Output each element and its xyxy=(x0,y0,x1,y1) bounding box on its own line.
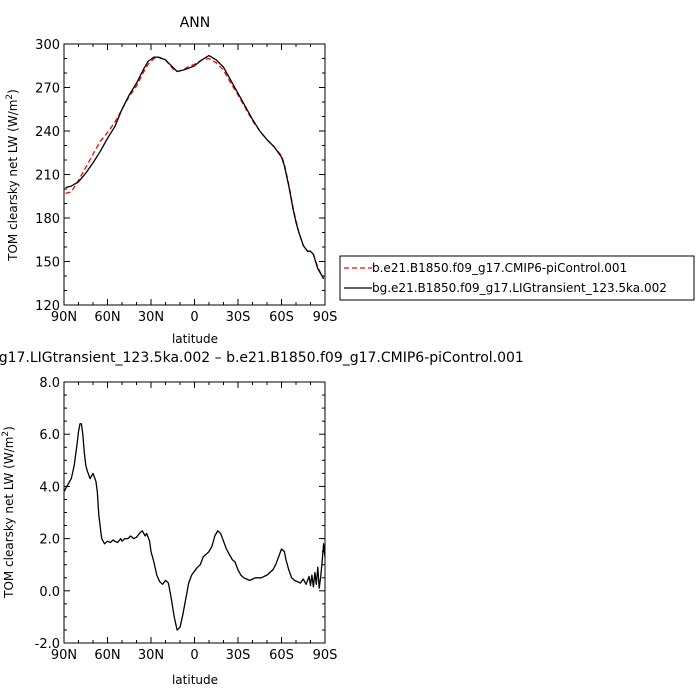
y-tick-label: 0.0 xyxy=(39,585,60,600)
bottom-tick-labels: 90N 60N 30N 0 30S 60S 90S -2.0 0.0 2.0 4.0 6.0 8.0 xyxy=(35,376,338,663)
y-tick-label: 4.0 xyxy=(39,480,60,495)
y-tick-label: 8.0 xyxy=(39,376,60,391)
bottom-y-axis-label: TOM clearsky net LW (W/m2) xyxy=(1,426,16,599)
legend: b.e21.B1850.f09_g17.CMIP6-piControl.001 … xyxy=(339,255,695,301)
x-tick-label: 60N xyxy=(94,648,120,663)
x-tick-label: 60S xyxy=(269,648,294,663)
y-tick-label: 120 xyxy=(35,299,60,314)
top-y-axis-label: TOM clearsky net LW (W/m2) xyxy=(5,89,20,262)
y-tick-label: 240 xyxy=(35,125,60,140)
x-tick-label: 30S xyxy=(226,310,251,325)
legend-box xyxy=(339,255,695,301)
x-tick-label: 0 xyxy=(190,310,198,325)
top-tick-labels: 90N 60N 30N 0 30S 60S 90S 120 150 180 210 240 270 300 xyxy=(35,38,337,325)
bottom-y-axis-label-main: TOM clearsky net LW (W/m xyxy=(2,437,16,599)
y-tick-label: 270 xyxy=(35,82,60,97)
y-tick-label: 6.0 xyxy=(39,428,60,443)
x-tick-label: 90S xyxy=(313,310,338,325)
x-tick-label: 90N xyxy=(51,310,77,325)
series-line-difference xyxy=(63,423,326,631)
bottom-series-group xyxy=(63,423,326,631)
series-line-ligtransient xyxy=(65,54,325,280)
top-panel: ANN 90N 60N 30N 0 30S 60S 90S 120 150 180 210 240 27… xyxy=(5,15,337,346)
x-tick-label: 60N xyxy=(94,310,120,325)
legend-label-ligtransient: bg.e21.B1850.f09_g17.LIGtransient_123.5k… xyxy=(372,281,667,295)
x-tick-label: 30N xyxy=(138,648,164,663)
x-tick-label: 90N xyxy=(51,648,77,663)
bottom-axis-ticks xyxy=(63,381,326,644)
y-tick-label: 150 xyxy=(35,256,60,271)
y-tick-label: -2.0 xyxy=(35,637,60,652)
y-tick-label: 300 xyxy=(35,38,60,53)
top-y-axis-label-sup: 2 xyxy=(5,94,15,100)
top-chart-title: ANN xyxy=(180,15,211,31)
y-tick-label: 210 xyxy=(35,169,60,184)
top-y-axis-label-main: TOM clearsky net LW (W/m xyxy=(6,100,20,262)
bottom-x-axis-label: latitude xyxy=(172,673,218,687)
x-tick-label: 30S xyxy=(226,648,251,663)
x-tick-label: 0 xyxy=(190,648,198,663)
top-x-axis-label: latitude xyxy=(172,332,218,346)
legend-label-control: b.e21.B1850.f09_g17.CMIP6-piControl.001 xyxy=(372,261,627,275)
bottom-chart-title: bg.e21.B1850.f09_g17.LIGtransient_123.5k… xyxy=(0,350,524,366)
bottom-plot-frame xyxy=(63,381,326,644)
y-tick-label: 2.0 xyxy=(39,533,60,548)
y-tick-label: 180 xyxy=(35,212,60,227)
x-tick-label: 30N xyxy=(138,310,164,325)
top-y-axis-label-close: ) xyxy=(6,89,20,94)
top-series-group xyxy=(65,54,325,280)
bottom-y-axis-label-sup: 2 xyxy=(1,431,11,437)
top-plot-frame xyxy=(63,43,326,306)
bottom-panel: bg.e21.B1850.f09_g17.LIGtransient_123.5k… xyxy=(0,350,524,687)
x-tick-label: 60S xyxy=(269,310,294,325)
bottom-y-axis-label-close: ) xyxy=(2,426,16,431)
x-tick-label: 90S xyxy=(313,648,338,663)
